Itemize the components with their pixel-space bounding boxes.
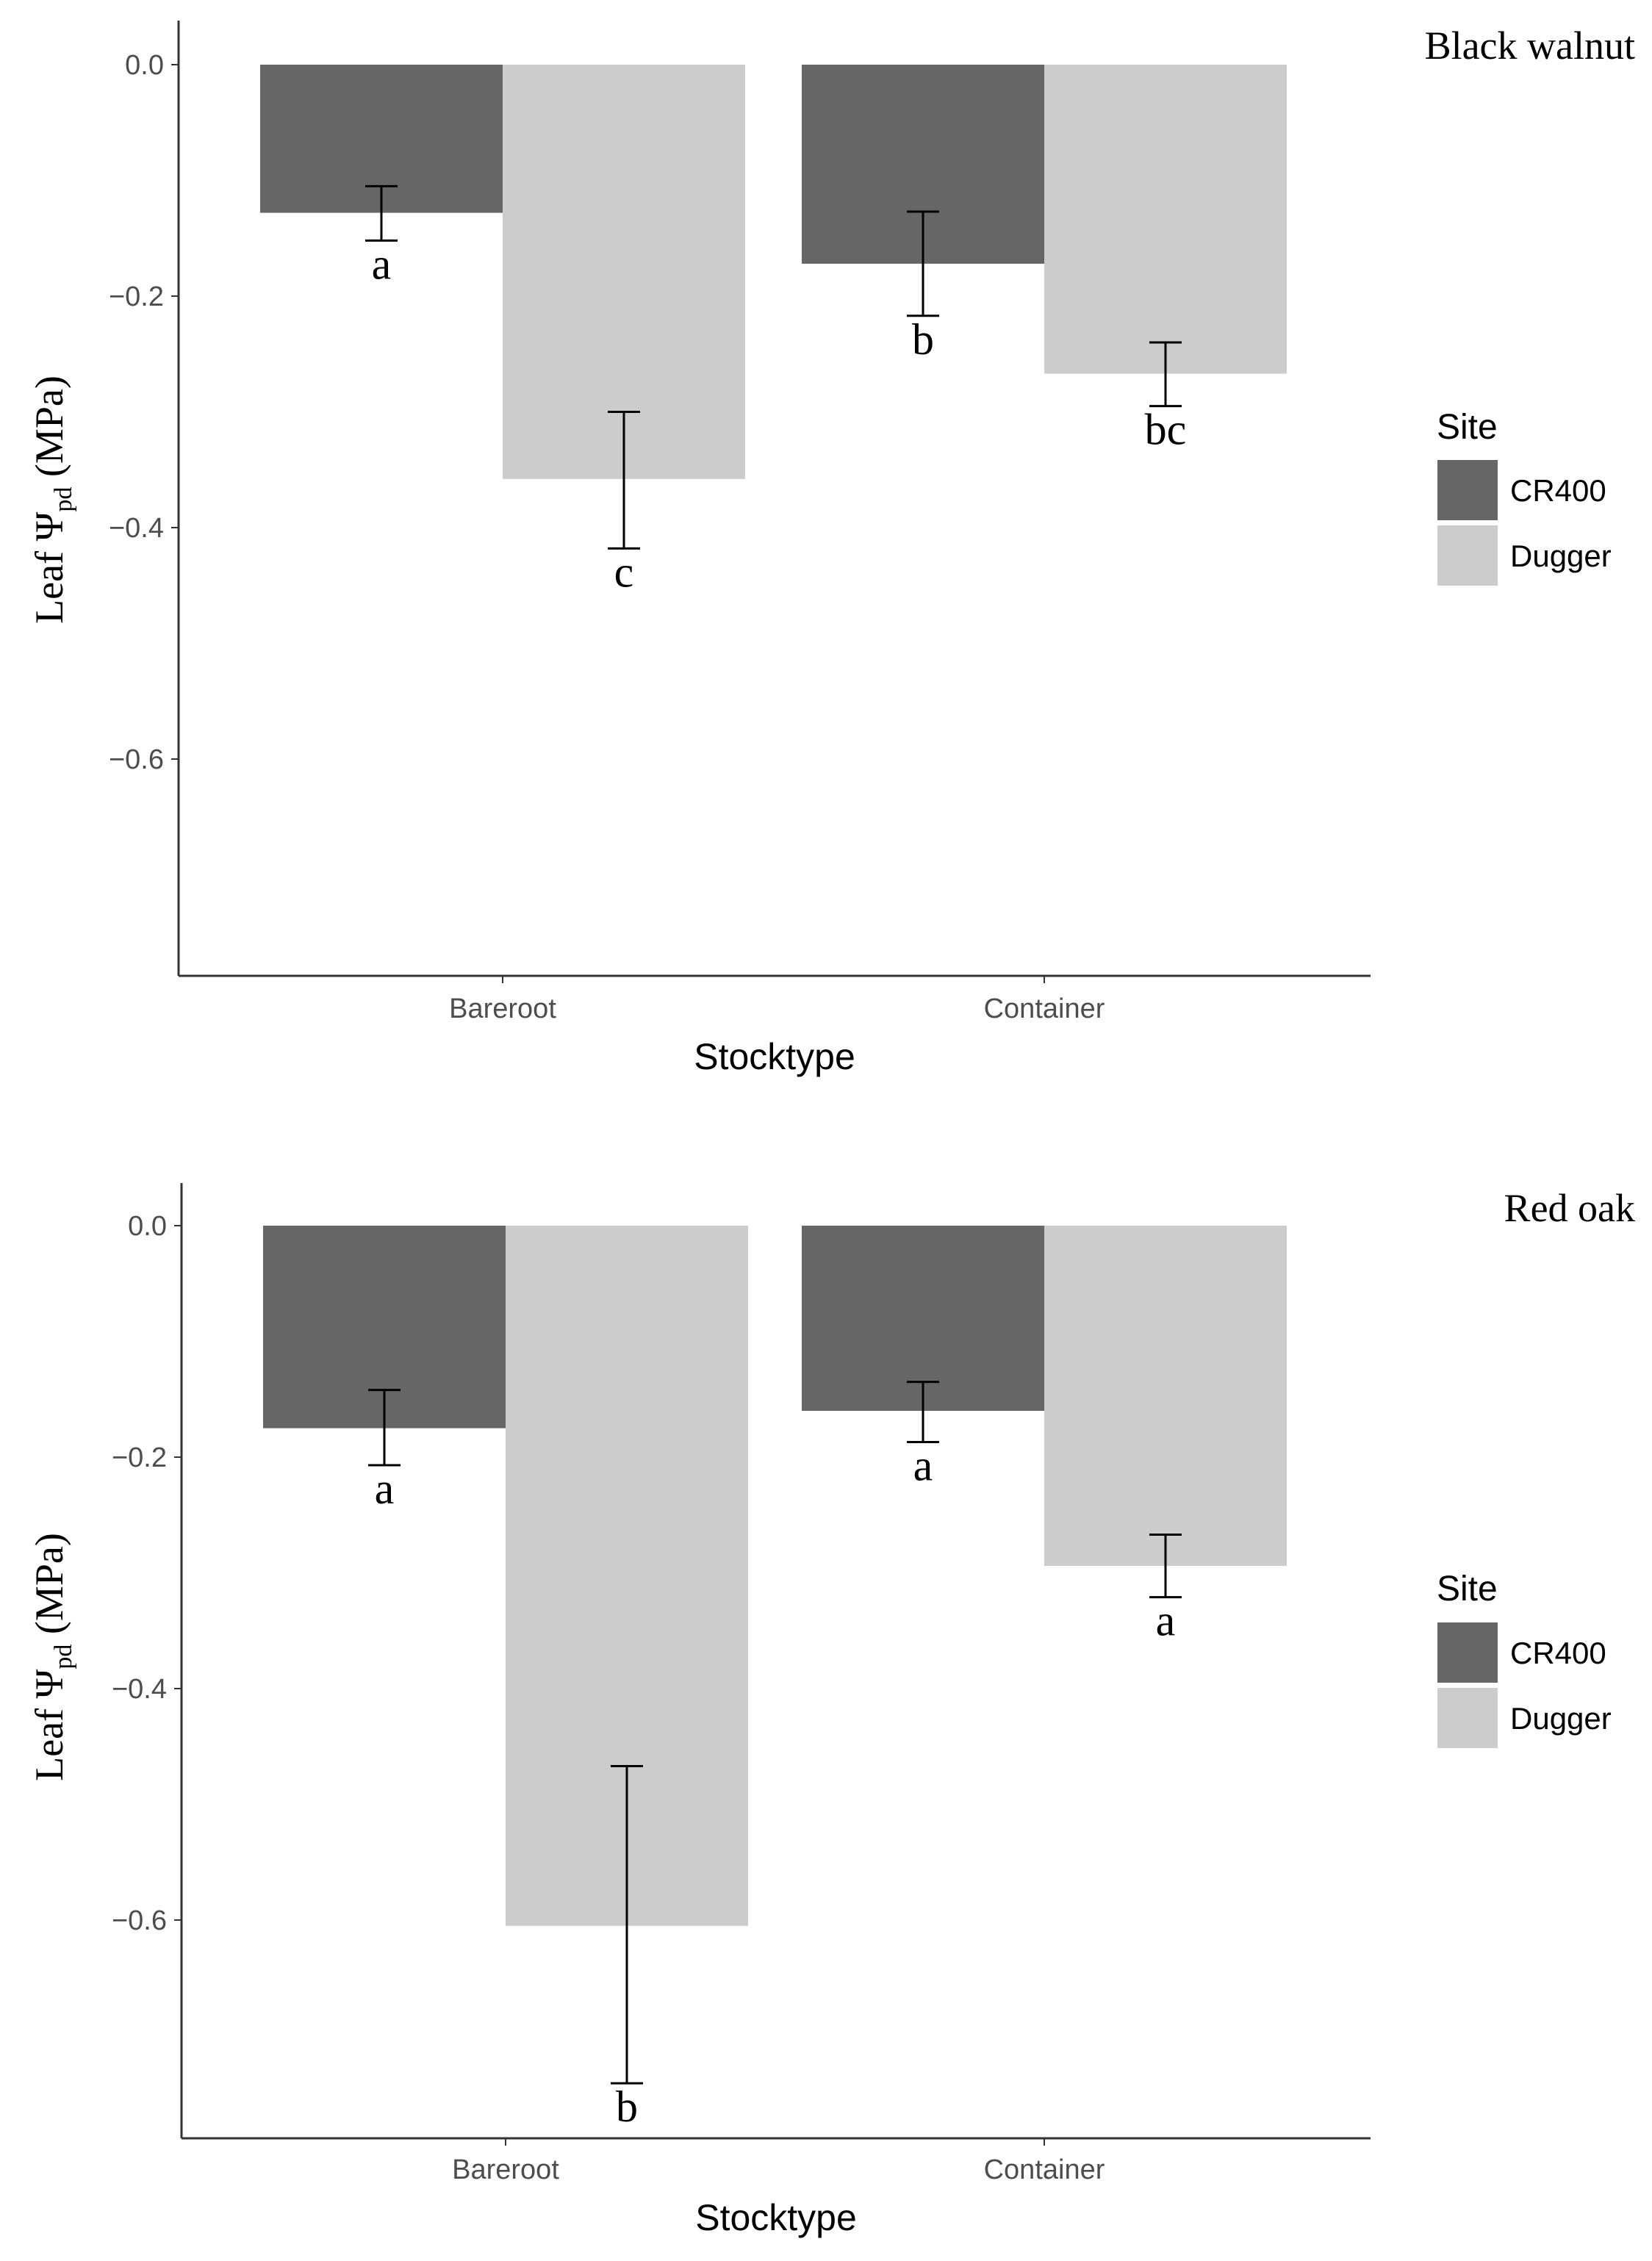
error-bar	[1149, 1534, 1182, 1599]
bar-dugger-bareroot	[503, 65, 745, 479]
y-tick-label: −0.4	[109, 513, 164, 544]
y-tick-label: −0.6	[112, 1905, 167, 1936]
x-tick-label: Container	[984, 2154, 1105, 2185]
y-axis-title-subscript: pd	[50, 1644, 77, 1669]
chart-panel-2: 0.0 −0.2 −0.4 −0.6 a a b a Bareroot Container Stoc…	[27, 1183, 1635, 2238]
significance-letter: a	[375, 1464, 395, 1513]
y-axis-title-main: Leaf Ψ	[27, 511, 71, 623]
y-axis-title-subscript: pd	[50, 487, 77, 512]
legend-title: Site	[1437, 408, 1498, 447]
x-axis-title: Stocktype	[694, 1036, 855, 1077]
legend-title: Site	[1437, 1570, 1498, 1608]
error-bar	[1149, 341, 1182, 408]
y-axis-title: Leaf Ψpd (MPa)	[27, 375, 77, 624]
legend-label-cr400: CR400	[1510, 1636, 1606, 1670]
x-tick-label: Container	[984, 993, 1105, 1024]
panel-title: Black walnut	[1425, 24, 1635, 68]
error-bar	[608, 411, 640, 550]
y-axis-title-unit: (MPa)	[27, 375, 71, 486]
significance-letter: b	[912, 315, 934, 364]
error-bar	[365, 184, 398, 242]
significance-letter: bc	[1145, 406, 1187, 454]
x-tick-label: Bareroot	[449, 993, 556, 1024]
legend-swatch-dugger	[1437, 525, 1498, 586]
error-bar	[907, 210, 939, 317]
y-tick-label: 0.0	[125, 50, 164, 81]
significance-letter: a	[1156, 1597, 1176, 1645]
legend-swatch-dugger	[1437, 1688, 1498, 1748]
y-tick-label: −0.6	[109, 744, 164, 775]
significance-letter: c	[614, 547, 634, 596]
legend-swatch-cr400	[1437, 460, 1498, 520]
error-bar	[611, 1765, 643, 2085]
y-axis-title-unit: (MPa)	[27, 1533, 71, 1644]
bar-dugger-container	[1044, 1226, 1287, 1567]
error-bar	[907, 1381, 939, 1444]
legend-label-cr400: CR400	[1510, 473, 1606, 508]
x-axis-title: Stocktype	[695, 2197, 857, 2238]
legend: Site CR400 Dugger	[1437, 408, 1612, 586]
significance-letter: a	[913, 1442, 933, 1490]
y-tick-label: −0.2	[112, 1442, 167, 1473]
y-tick-label: −0.2	[109, 281, 164, 312]
y-axis-title-main: Leaf Ψ	[27, 1669, 71, 1780]
significance-letter: a	[372, 240, 392, 288]
y-tick-label: 0.0	[128, 1211, 167, 1242]
legend: Site CR400 Dugger	[1437, 1570, 1612, 1748]
x-tick-label: Bareroot	[452, 2154, 559, 2185]
legend-label-dugger: Dugger	[1510, 539, 1612, 573]
error-bar	[368, 1389, 401, 1467]
panel-title: Red oak	[1504, 1186, 1635, 1230]
y-tick-label: −0.4	[112, 1674, 167, 1705]
significance-letter: b	[616, 2082, 638, 2131]
legend-swatch-cr400	[1437, 1622, 1498, 1683]
bar-cr400-container	[802, 1226, 1044, 1411]
bar-dugger-container	[1044, 65, 1287, 374]
legend-label-dugger: Dugger	[1510, 1701, 1612, 1736]
y-axis-title: Leaf Ψpd (MPa)	[27, 1533, 77, 1781]
